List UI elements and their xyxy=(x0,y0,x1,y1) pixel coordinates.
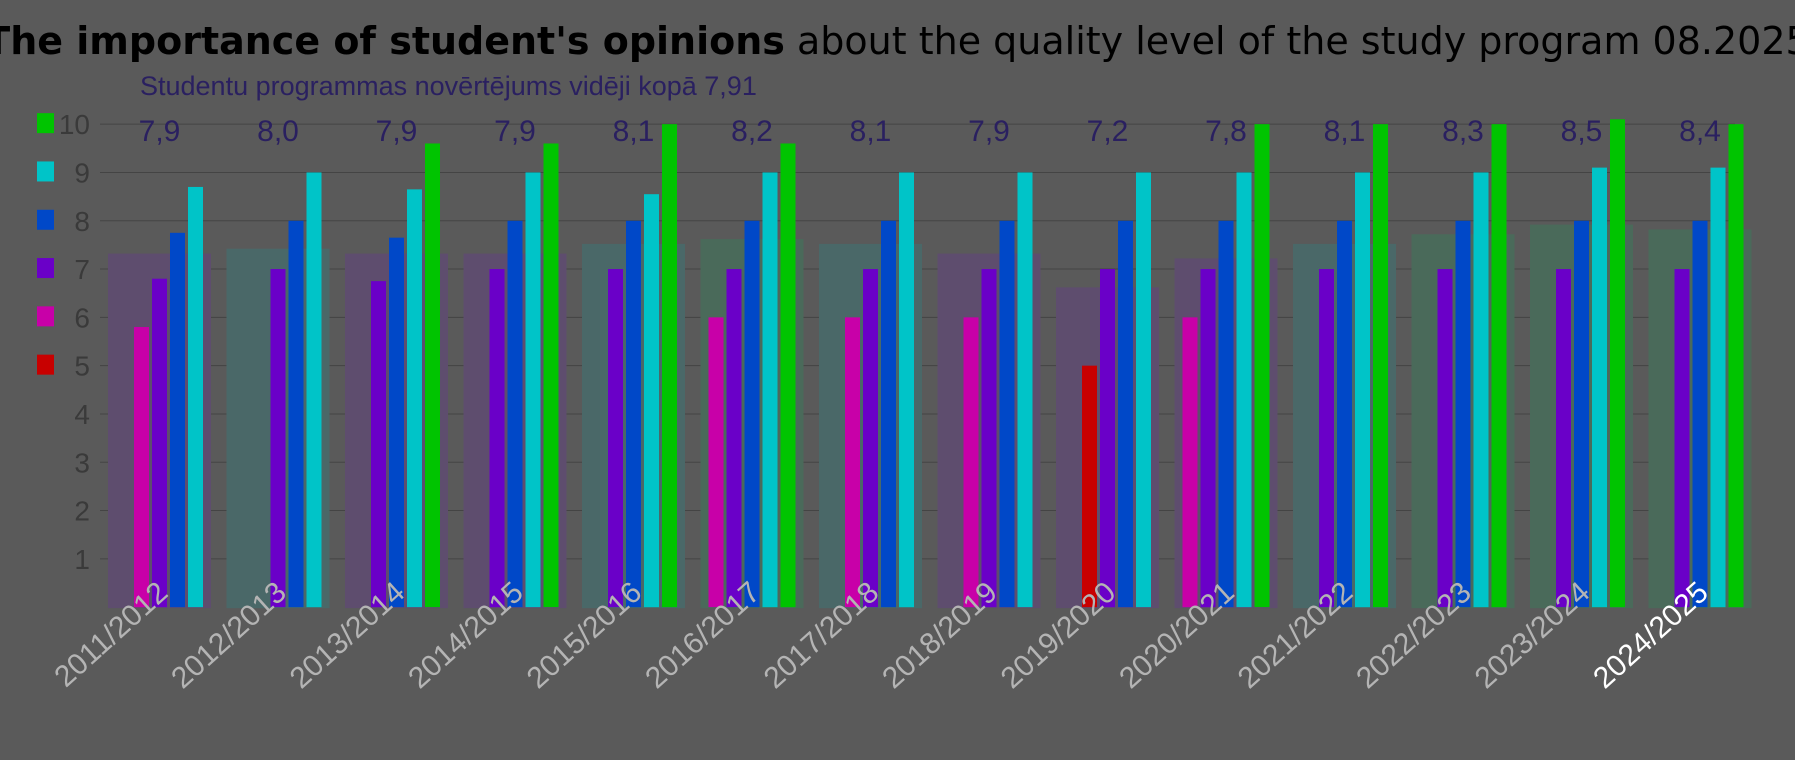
bar-2018/2019-score-9 xyxy=(1017,172,1033,608)
bar-2011/2012-score-6 xyxy=(134,327,149,608)
chart-subtitle: Studentu programmas novērtējums vidēji k… xyxy=(140,71,757,101)
average-label-2024/2025: 8,4 xyxy=(1679,115,1721,148)
bar-2017/2018-score-8 xyxy=(881,220,896,608)
y-tick-4: 4 xyxy=(74,399,90,430)
average-label-2015/2016: 8,1 xyxy=(613,115,655,148)
legend: 10 9 8 7 6 5 xyxy=(37,109,90,382)
bar-2017/2018-score-6 xyxy=(845,317,860,608)
bar-2023/2024-score-9 xyxy=(1592,167,1607,608)
bar-2013/2014-score-9 xyxy=(407,189,422,608)
y-tick-3: 3 xyxy=(74,447,90,478)
legend-label-10: 10 xyxy=(59,109,90,140)
bar-2016/2017-score-7 xyxy=(726,269,742,608)
bar-2015/2016-score-7 xyxy=(608,269,623,608)
bar-2017/2018-score-9 xyxy=(899,172,914,608)
average-labels: 7,9 8,0 7,9 7,9 8,1 8,2 8,1 7,9 7,2 7,8 8,1 8,3 8,5 8… xyxy=(139,115,1721,148)
bar-2019/2020-score-7 xyxy=(1100,269,1115,608)
bar-2016/2017-score-6 xyxy=(708,317,724,608)
bar-2019/2020-score-9 xyxy=(1136,172,1151,608)
bar-2024/2025-score-9 xyxy=(1710,167,1726,608)
legend-label-7: 7 xyxy=(74,254,90,285)
average-label-2021/2022: 8,1 xyxy=(1324,115,1366,148)
bar-2022/2023-score-7 xyxy=(1437,269,1453,608)
bar-2022/2023-score-8 xyxy=(1455,220,1471,608)
average-label-2022/2023: 8,3 xyxy=(1442,115,1484,148)
legend-swatch-7 xyxy=(37,258,54,279)
bar-2023/2024-score-8 xyxy=(1574,220,1589,608)
bar-2012/2013-score-7 xyxy=(270,269,286,608)
bar-2019/2020-score-5 xyxy=(1082,365,1097,608)
bar-2014/2015-score-9 xyxy=(525,172,541,608)
bar-2011/2012-score-9 xyxy=(188,186,203,608)
bar-2011/2012-score-8 xyxy=(170,232,185,608)
bar-2023/2024-score-10 xyxy=(1610,119,1625,608)
bar-2021/2022-score-8 xyxy=(1337,220,1352,608)
bar-2020/2021-score-8 xyxy=(1218,220,1234,608)
y-tick-1: 1 xyxy=(74,544,90,575)
average-label-2016/2017: 8,2 xyxy=(731,115,773,148)
average-label-2013/2014: 7,9 xyxy=(376,115,418,148)
legend-swatch-10 xyxy=(37,113,54,134)
bar-2018/2019-score-6 xyxy=(963,317,979,608)
average-label-2017/2018: 8,1 xyxy=(850,115,892,148)
bar-2022/2023-score-9 xyxy=(1473,172,1489,608)
bar-2023/2024-score-7 xyxy=(1556,269,1571,608)
bar-2016/2017-score-10 xyxy=(780,143,796,608)
legend-label-6: 6 xyxy=(74,302,90,333)
bar-2021/2022-score-7 xyxy=(1319,269,1334,608)
average-label-2019/2020: 7,2 xyxy=(1087,115,1129,148)
average-label-2014/2015: 7,9 xyxy=(494,115,536,148)
bar-2014/2015-score-7 xyxy=(489,269,505,608)
legend-label-8: 8 xyxy=(74,206,90,237)
legend-label-5: 5 xyxy=(74,351,90,382)
legend-swatch-9 xyxy=(37,161,54,182)
bar-2012/2013-score-9 xyxy=(306,172,322,608)
bar-2024/2025-score-8 xyxy=(1692,220,1708,608)
bar-2016/2017-score-8 xyxy=(744,220,760,608)
y-tick-2: 2 xyxy=(74,496,90,527)
score-bars xyxy=(134,119,1744,608)
bar-2013/2014-score-8 xyxy=(389,237,404,608)
bar-2018/2019-score-8 xyxy=(999,220,1015,608)
bar-2024/2025-score-10 xyxy=(1728,124,1744,608)
bar-2014/2015-score-8 xyxy=(507,220,523,608)
chart-title-bold: The importance of student's opinions xyxy=(0,19,785,63)
bar-2021/2022-score-9 xyxy=(1355,172,1370,608)
bar-2021/2022-score-10 xyxy=(1373,124,1388,608)
bar-2011/2012-score-7 xyxy=(152,278,167,608)
bar-2012/2013-score-8 xyxy=(288,220,304,608)
average-label-2023/2024: 8,5 xyxy=(1561,115,1603,148)
bar-2022/2023-score-10 xyxy=(1491,124,1507,608)
average-label-2012/2013: 8,0 xyxy=(257,115,299,148)
bar-2020/2021-score-10 xyxy=(1254,124,1270,608)
bar-2015/2016-score-8 xyxy=(626,220,641,608)
bar-2020/2021-score-7 xyxy=(1200,269,1216,608)
bar-2017/2018-score-7 xyxy=(863,269,878,608)
bar-2016/2017-score-9 xyxy=(762,172,778,608)
bar-2015/2016-score-10 xyxy=(662,124,677,608)
average-label-2018/2019: 7,9 xyxy=(968,115,1010,148)
legend-label-9: 9 xyxy=(74,157,90,188)
bar-2013/2014-score-10 xyxy=(425,143,440,608)
legend-swatch-6 xyxy=(37,306,54,327)
bar-2019/2020-score-8 xyxy=(1118,220,1133,608)
bar-2020/2021-score-9 xyxy=(1236,172,1252,608)
legend-swatch-5 xyxy=(37,354,54,375)
average-label-2020/2021: 7,8 xyxy=(1205,115,1247,148)
average-label-2011/2012: 7,9 xyxy=(139,115,181,148)
bar-2014/2015-score-10 xyxy=(543,143,559,608)
bar-2024/2025-score-7 xyxy=(1674,269,1690,608)
bar-2015/2016-score-9 xyxy=(644,194,659,608)
legend-swatch-8 xyxy=(37,209,54,230)
chart-title-rest: about the quality level of the study pro… xyxy=(785,19,1795,63)
bar-2018/2019-score-7 xyxy=(981,269,997,608)
bar-2020/2021-score-6 xyxy=(1182,317,1198,608)
chart-title: The importance of student's opinions abo… xyxy=(0,19,1795,63)
bar-2013/2014-score-7 xyxy=(371,281,386,608)
